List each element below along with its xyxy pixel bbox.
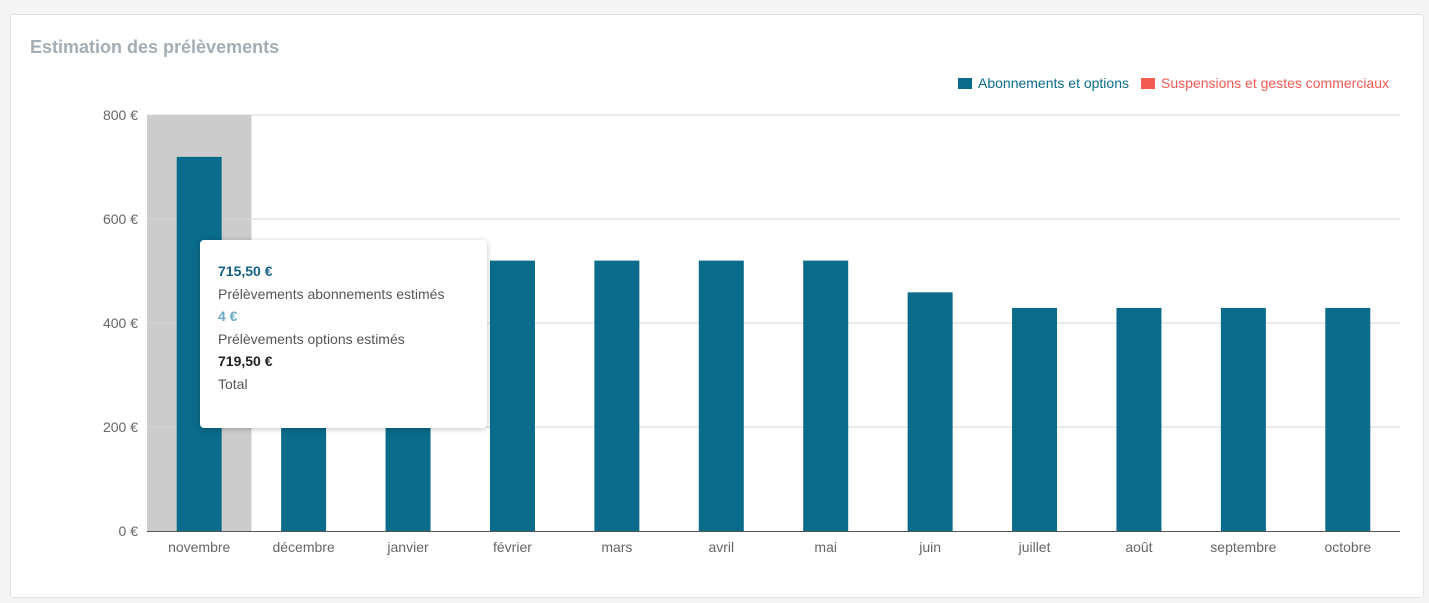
bar-11 xyxy=(1220,307,1266,531)
tooltip-subscriptions-value: 715,50 € xyxy=(218,263,273,279)
legend-label-subscriptions: Abonnements et options xyxy=(978,75,1129,91)
bar-8 xyxy=(907,292,953,531)
legend-swatch-subscriptions xyxy=(958,77,972,89)
legend-item-subscriptions[interactable]: Abonnements et options xyxy=(958,75,1129,91)
bar-4 xyxy=(489,260,535,531)
bar-12 xyxy=(1325,307,1371,531)
y-tick-label: 400 € xyxy=(103,315,138,331)
x-tick-label: août xyxy=(1125,539,1152,555)
bar-10 xyxy=(1116,307,1162,531)
y-tick-label: 800 € xyxy=(103,107,138,123)
legend-label-suspensions: Suspensions et gestes commerciaux xyxy=(1161,75,1389,91)
card-title: Estimation des prélèvements xyxy=(30,37,280,57)
x-tick-label: avril xyxy=(708,539,734,555)
tooltip-options-value: 4 € xyxy=(218,308,238,324)
bar-5 xyxy=(594,260,640,531)
tooltip-options-label: Prélèvements options estimés xyxy=(218,330,405,347)
x-tick-label: janvier xyxy=(386,539,429,555)
x-tick-label: septembre xyxy=(1210,539,1276,555)
bar-6 xyxy=(698,260,744,531)
chart-tooltip: 715,50 € Prélèvements abonnements estimé… xyxy=(200,240,487,428)
bar-9 xyxy=(1012,307,1058,531)
x-tick-label: juin xyxy=(918,539,941,555)
bar-7 xyxy=(803,260,849,531)
y-tick-label: 600 € xyxy=(103,211,138,227)
y-tick-label: 200 € xyxy=(103,419,138,435)
x-tick-label: octobre xyxy=(1324,539,1371,555)
x-tick-label: novembre xyxy=(168,539,230,555)
x-tick-label: mars xyxy=(601,539,632,555)
x-tick-label: décembre xyxy=(272,539,334,555)
tooltip-total-label: Total xyxy=(218,375,248,392)
y-tick-label: 0 € xyxy=(119,523,139,539)
tooltip-subscriptions-label: Prélèvements abonnements estimés xyxy=(218,285,445,302)
x-tick-label: février xyxy=(493,539,532,555)
legend: Abonnements et options Suspensions et ge… xyxy=(946,75,1389,91)
legend-swatch-suspensions xyxy=(1141,77,1155,89)
tooltip-total-value: 719,50 € xyxy=(218,353,273,369)
legend-item-suspensions[interactable]: Suspensions et gestes commerciaux xyxy=(1141,75,1389,91)
x-tick-label: mai xyxy=(814,539,837,555)
x-tick-label: juillet xyxy=(1018,539,1051,555)
